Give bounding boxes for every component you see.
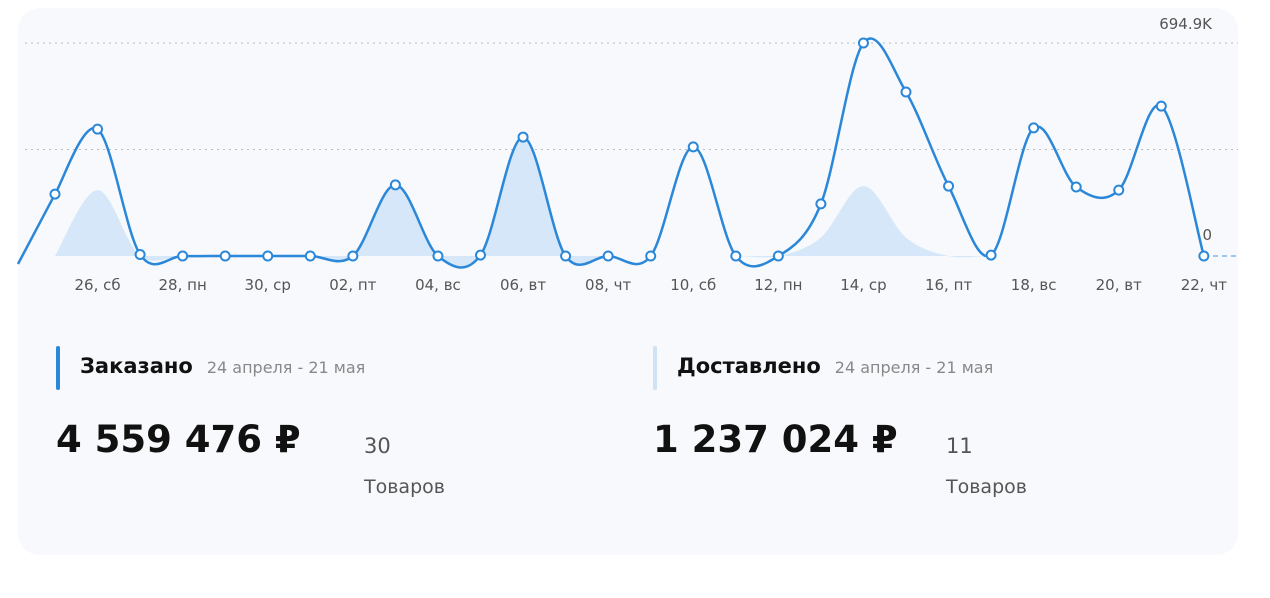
accent-bar — [56, 346, 60, 390]
panel-title: Доставлено 24 апреля - 21 мая — [677, 354, 993, 378]
x-tick-label: 06, вт — [500, 276, 546, 294]
point — [92, 123, 104, 135]
x-tick-label: 20, вт — [1096, 276, 1142, 294]
accent-bar — [653, 346, 657, 390]
x-tick-label: 28, пн — [159, 276, 207, 294]
x-tick-label: 14, ср — [840, 276, 886, 294]
point — [1028, 122, 1040, 134]
x-tick-label: 04, вс — [415, 276, 461, 294]
point — [815, 198, 827, 210]
title: Заказано — [80, 354, 193, 378]
count: 11 — [946, 434, 973, 458]
point — [219, 250, 231, 262]
x-tick-label: 10, сб — [670, 276, 716, 294]
point — [1070, 181, 1082, 193]
point — [687, 141, 699, 153]
title: Доставлено — [677, 354, 821, 378]
point — [134, 248, 146, 260]
point — [347, 250, 359, 262]
point — [730, 250, 742, 262]
period: 24 апреля - 21 мая — [834, 358, 994, 377]
point — [1198, 250, 1210, 262]
point — [560, 250, 572, 262]
point — [389, 179, 401, 191]
point — [49, 188, 61, 200]
point — [900, 86, 912, 98]
panel-title: Заказано 24 апреля - 21 мая — [80, 354, 365, 378]
point — [262, 250, 274, 262]
x-tick-label: 08, чт — [585, 276, 631, 294]
card — [18, 8, 1238, 555]
point — [177, 250, 189, 262]
y-tick-label: 694.9K — [1159, 15, 1213, 33]
point — [475, 249, 486, 261]
point — [772, 250, 784, 262]
point — [517, 131, 529, 143]
count-label: Товаров — [364, 476, 445, 498]
point — [602, 250, 614, 262]
x-tick-label: 12, пн — [754, 276, 802, 294]
point — [985, 249, 997, 261]
point — [645, 250, 657, 262]
amount: 4 559 476 ₽ — [56, 418, 301, 461]
point — [432, 250, 444, 262]
x-tick-label: 22, чт — [1181, 276, 1227, 294]
point — [1155, 100, 1167, 112]
x-tick-label: 18, вс — [1011, 276, 1057, 294]
x-tick-label: 26, сб — [74, 276, 120, 294]
x-tick-label: 16, пт — [925, 276, 972, 294]
point — [857, 37, 869, 49]
amount: 1 237 024 ₽ — [653, 418, 898, 461]
point — [1113, 184, 1125, 196]
x-tick-label: 30, ср — [245, 276, 291, 294]
point — [943, 180, 955, 192]
y-tick-label: 0 — [1202, 226, 1212, 244]
point — [304, 250, 316, 262]
line — [16, 37, 1206, 269]
count-label: Товаров — [946, 476, 1027, 498]
count: 30 — [364, 434, 391, 458]
period: 24 апреля - 21 мая — [206, 358, 366, 377]
x-tick-label: 02, пт — [329, 276, 376, 294]
area — [55, 137, 1204, 269]
chart: 0 694.9K 26, сб 28, пн 30, ср 02, пт 04, вс 06,… — [16, 15, 1238, 294]
